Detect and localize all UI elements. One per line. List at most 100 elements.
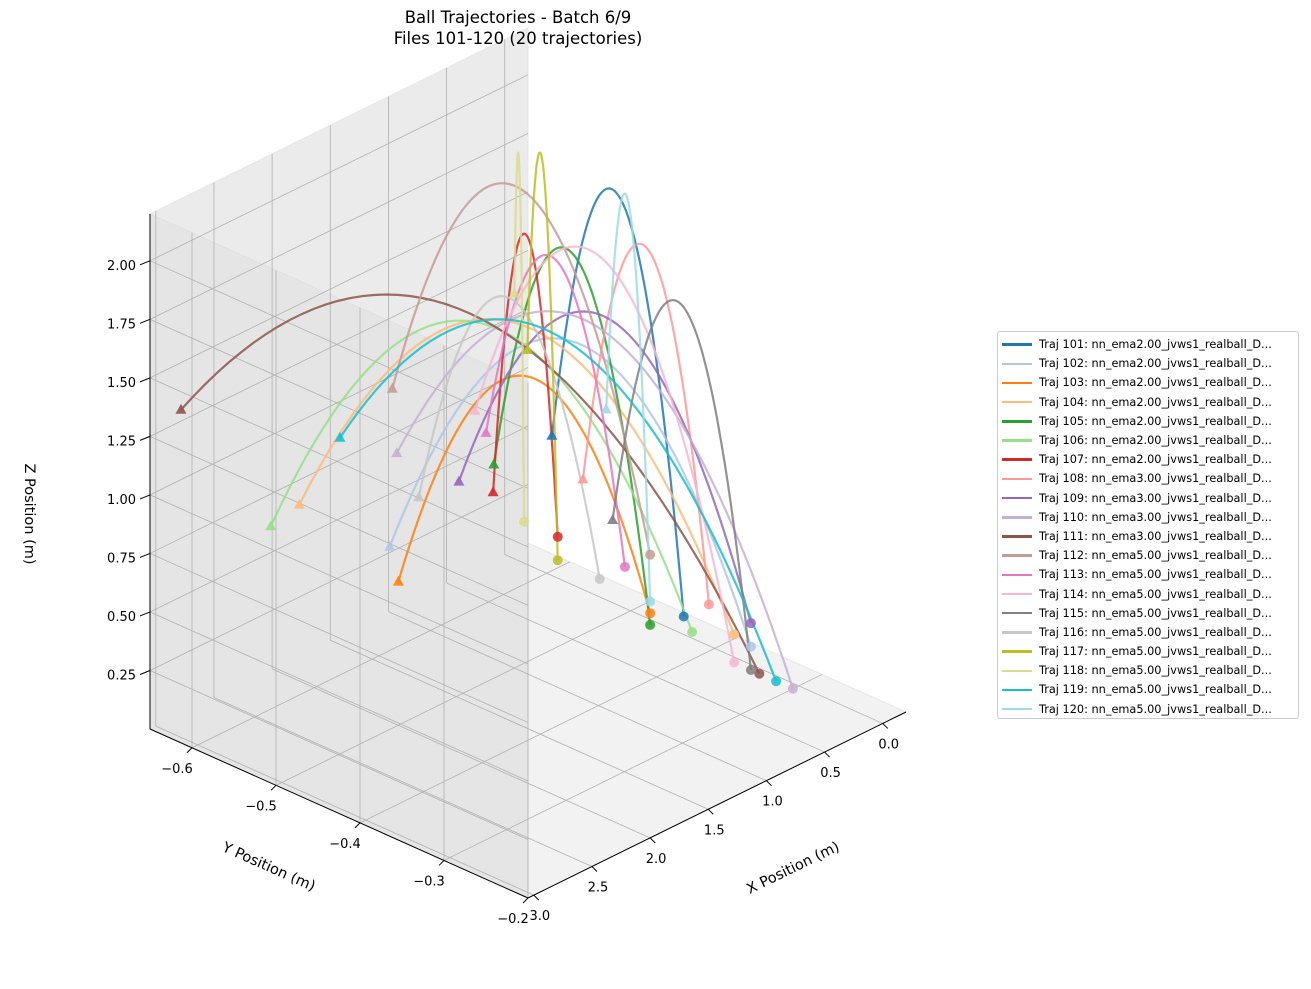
trajectory-line	[397, 374, 652, 614]
end-marker	[600, 403, 612, 414]
y-tick-label: −0.6	[161, 762, 193, 777]
legend-label: Traj 106: nn_ema2.00_jvws1_realball_D...	[1039, 434, 1272, 448]
trajectories	[175, 151, 798, 694]
z-tick-label: 1.25	[107, 434, 136, 449]
grid-line	[149, 494, 529, 665]
end-marker	[453, 475, 465, 486]
trajectory-line	[605, 192, 652, 602]
trajectory-line	[269, 319, 694, 633]
legend-item: Traj 111: nn_ema3.00_jvws1_realball_D...	[1002, 527, 1294, 546]
legend-label: Traj 109: nn_ema3.00_jvws1_realball_D...	[1039, 491, 1272, 505]
legend-label: Traj 114: nn_ema5.00_jvws1_realball_D...	[1039, 587, 1272, 601]
x-tick-label: 2.5	[588, 881, 609, 896]
chart-title: Ball Trajectories - Batch 6/9	[404, 8, 632, 27]
z-tick-label: 0.50	[107, 610, 136, 625]
grid-line	[149, 611, 529, 782]
end-marker	[386, 382, 398, 393]
legend-label: Traj 118: nn_ema5.00_jvws1_realball_D...	[1039, 664, 1272, 678]
trajectory-line	[395, 310, 794, 690]
legend-item: Traj 107: nn_ema2.00_jvws1_realball_D...	[1002, 450, 1294, 469]
x-tick-label: 2.0	[646, 852, 667, 867]
legend-label: Traj 113: nn_ema5.00_jvws1_realball_D...	[1039, 568, 1272, 582]
y-tick-label: −0.2	[497, 912, 529, 927]
legend-item: Traj 112: nn_ema5.00_jvws1_realball_D...	[1002, 546, 1294, 565]
legend-swatch	[1002, 439, 1032, 442]
end-marker	[480, 426, 492, 437]
start-marker	[745, 664, 756, 675]
legend-item: Traj 116: nn_ema5.00_jvws1_realball_D...	[1002, 623, 1294, 642]
end-marker	[391, 447, 403, 458]
start-marker	[771, 676, 782, 687]
legend-label: Traj 110: nn_ema3.00_jvws1_realball_D...	[1039, 510, 1272, 524]
grid-line	[155, 725, 534, 896]
legend-item: Traj 118: nn_ema5.00_jvws1_realball_D...	[1002, 661, 1294, 680]
trajectory-line	[417, 294, 601, 580]
x-tick-label: 1.0	[762, 795, 783, 810]
end-marker	[392, 575, 404, 586]
legend-item: Traj 109: nn_ema3.00_jvws1_realball_D...	[1002, 489, 1294, 508]
z-tick	[139, 670, 151, 675]
z-tick-label: 1.75	[107, 317, 136, 332]
z-tick-label: 1.00	[107, 493, 136, 508]
grid-line	[149, 670, 529, 840]
legend-label: Traj 107: nn_ema2.00_jvws1_realball_D...	[1039, 453, 1272, 467]
grid-line	[446, 582, 825, 753]
y-tick-label: −0.3	[413, 874, 445, 889]
y-axis-label: Y Position (m)	[219, 839, 318, 895]
start-marker	[687, 626, 698, 637]
grid-line	[271, 668, 651, 839]
z-tick-label: 0.75	[107, 551, 136, 566]
legend-item: Traj 106: nn_ema2.00_jvws1_realball_D...	[1002, 431, 1294, 450]
trajectory-line	[388, 337, 752, 647]
grid-line	[388, 611, 767, 782]
legend-item: Traj 102: nn_ema2.00_jvws1_realball_D...	[1002, 354, 1294, 373]
grid-line	[443, 674, 823, 861]
legend-swatch	[1002, 631, 1032, 634]
legend-item: Traj 119: nn_ema5.00_jvws1_realball_D...	[1002, 680, 1294, 699]
end-marker	[334, 431, 346, 442]
legend-swatch	[1002, 381, 1032, 385]
start-marker	[745, 618, 756, 629]
grid-line	[330, 639, 709, 810]
start-marker	[745, 641, 756, 652]
x-tick-label: 3.0	[529, 909, 550, 924]
x-axis-line	[527, 711, 907, 899]
trajectory-line	[526, 151, 559, 561]
x-axis-label: X Position (m)	[744, 839, 842, 898]
z-tick	[139, 377, 151, 383]
legend-item: Traj 108: nn_ema3.00_jvws1_realball_D...	[1002, 469, 1294, 488]
end-marker	[521, 344, 533, 354]
legend-swatch	[1002, 496, 1032, 500]
start-marker	[645, 608, 656, 619]
legend: Traj 101: nn_ema2.00_jvws1_realball_D...…	[997, 331, 1299, 719]
end-marker	[413, 491, 425, 502]
z-tick	[139, 611, 151, 617]
x-tick	[707, 808, 714, 815]
grid-line	[149, 132, 529, 320]
legend-label: Traj 102: nn_ema2.00_jvws1_realball_D...	[1039, 357, 1272, 371]
end-marker	[175, 403, 187, 414]
grid-line	[149, 553, 529, 723]
x-tick	[649, 837, 656, 844]
start-marker	[645, 619, 656, 630]
legend-label: Traj 108: nn_ema3.00_jvws1_realball_D...	[1039, 472, 1272, 486]
legend-label: Traj 115: nn_ema5.00_jvws1_realball_D...	[1039, 606, 1272, 620]
z-tick	[139, 435, 151, 441]
axis-lines	[139, 214, 907, 904]
legend-swatch	[1002, 477, 1032, 481]
legend-item: Traj 120: nn_ema5.00_jvws1_realball_D...	[1002, 700, 1294, 719]
legend-label: Traj 116: nn_ema5.00_jvws1_realball_D...	[1039, 625, 1272, 639]
legend-item: Traj 113: nn_ema5.00_jvws1_realball_D...	[1002, 565, 1294, 584]
trajectory-line	[339, 318, 778, 682]
y-tick-label: −0.4	[329, 837, 361, 852]
y-tick	[270, 784, 277, 791]
start-marker	[619, 561, 630, 572]
start-marker	[729, 657, 740, 668]
trajectory-line	[550, 187, 685, 617]
axes-panes	[148, 27, 908, 899]
legend-swatch	[1002, 573, 1032, 577]
x-tick	[882, 723, 889, 729]
end-marker	[488, 458, 500, 469]
legend-swatch	[1002, 516, 1032, 519]
y-tick	[354, 822, 361, 829]
